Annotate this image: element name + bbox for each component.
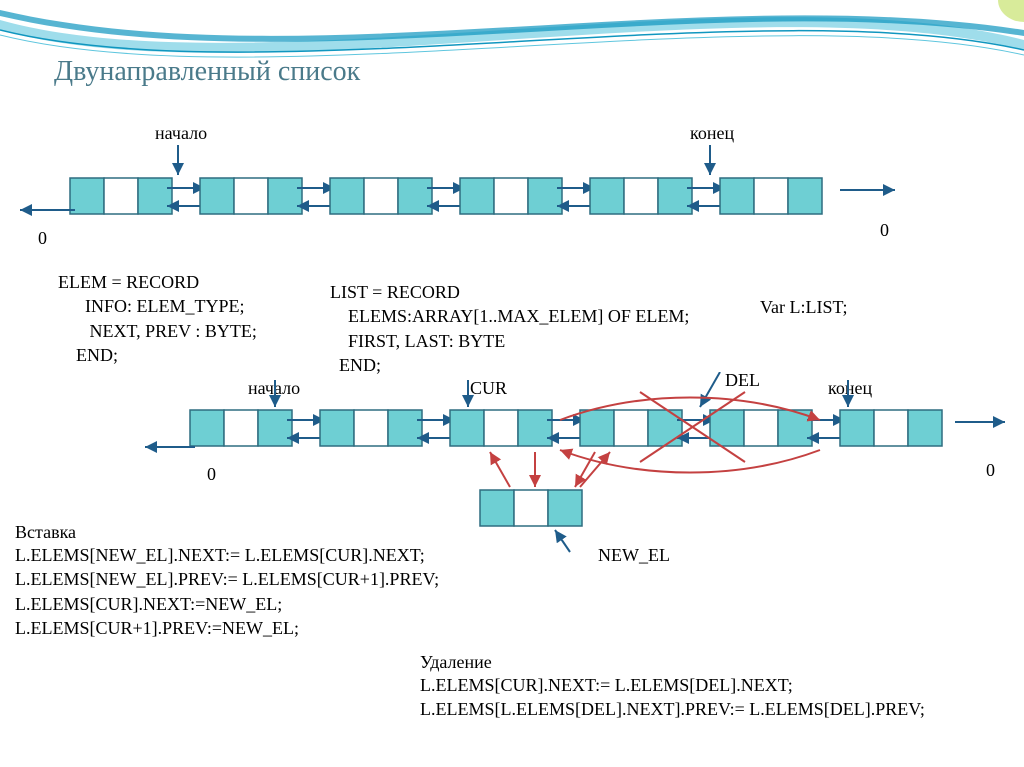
insert-title: Вставка bbox=[15, 520, 76, 544]
code-elem-record: ELEM = RECORD INFO: ELEM_TYPE; NEXT, PRE… bbox=[58, 270, 257, 367]
insert-code: L.ELEMS[NEW_EL].NEXT:= L.ELEMS[CUR].NEXT… bbox=[15, 543, 439, 640]
code-list-record: LIST = RECORD ELEMS:ARRAY[1..MAX_ELEM] O… bbox=[330, 280, 689, 377]
diagram-1 bbox=[0, 140, 1024, 260]
slide-title: Двунаправленный список bbox=[54, 56, 360, 88]
diagram-2 bbox=[0, 372, 1024, 572]
delete-code: L.ELEMS[CUR].NEXT:= L.ELEMS[DEL].NEXT; L… bbox=[420, 673, 925, 722]
code-var-decl: Var L:LIST; bbox=[760, 295, 848, 319]
delete-title: Удаление bbox=[420, 650, 492, 674]
